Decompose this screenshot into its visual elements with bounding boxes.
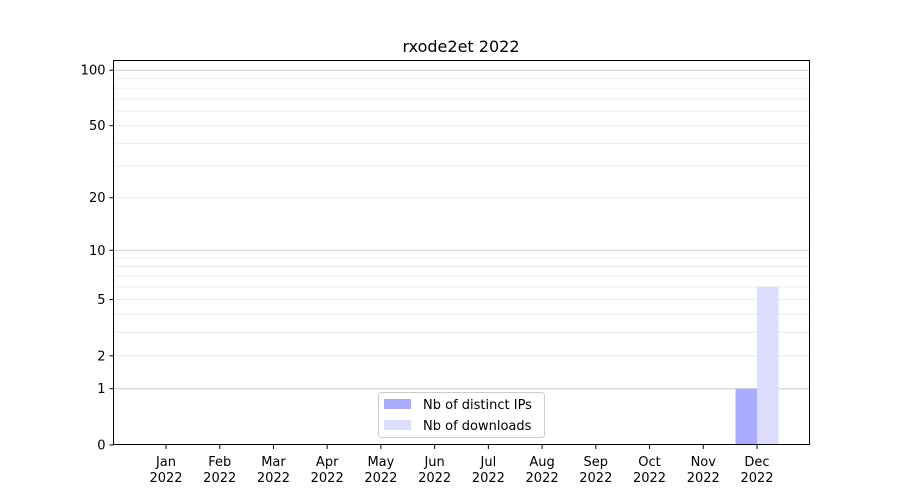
bar-downloads — [757, 286, 779, 445]
legend-label: Nb of downloads — [423, 419, 532, 434]
x-tick-label: Nov 2022 — [687, 455, 720, 486]
y-tick-label: 0 — [97, 439, 105, 454]
x-tick-label: May 2022 — [364, 455, 397, 486]
y-tick-label: 2 — [97, 349, 105, 364]
y-axis: 0 1 2 5 10 20 50 100 — [81, 64, 114, 454]
x-tick-label: Apr 2022 — [311, 455, 344, 486]
legend-box — [378, 392, 545, 438]
x-tick-label: Jun 2022 — [418, 455, 451, 486]
legend-label: Nb of distinct IPs — [423, 398, 532, 413]
x-tick-label: Oct 2022 — [633, 455, 666, 486]
y-tick-label: 10 — [89, 244, 106, 259]
y-tick-label: 5 — [97, 293, 105, 308]
plot-frame — [113, 60, 810, 445]
x-tick-label: Mar 2022 — [257, 455, 290, 486]
x-tick-label: Dec 2022 — [740, 455, 773, 486]
bar-distinct-ips — [735, 388, 757, 445]
x-axis: Jan 2022 Feb 2022 Mar 2022 Apr 2022 May 2022 Jun 20… — [149, 445, 774, 486]
legend: Nb of distinct IPs Nb of downloads — [378, 392, 545, 438]
x-tick-label: Jan 2022 — [149, 455, 182, 486]
y-tick-label: 20 — [89, 191, 106, 206]
chart-title: rxode2et 2022 — [402, 37, 519, 56]
x-tick-label: Sep 2022 — [579, 455, 612, 486]
bars — [735, 286, 779, 445]
x-tick-label: Jul 2022 — [472, 455, 505, 486]
y-tick-label: 100 — [81, 64, 106, 79]
y-tick-label: 50 — [89, 119, 106, 134]
x-tick-label: Aug 2022 — [526, 455, 559, 486]
y-tick-label: 1 — [97, 382, 105, 397]
x-tick-label: Feb 2022 — [203, 455, 236, 486]
grid — [113, 69, 810, 390]
legend-swatch — [384, 399, 411, 409]
legend-swatch — [384, 420, 411, 430]
